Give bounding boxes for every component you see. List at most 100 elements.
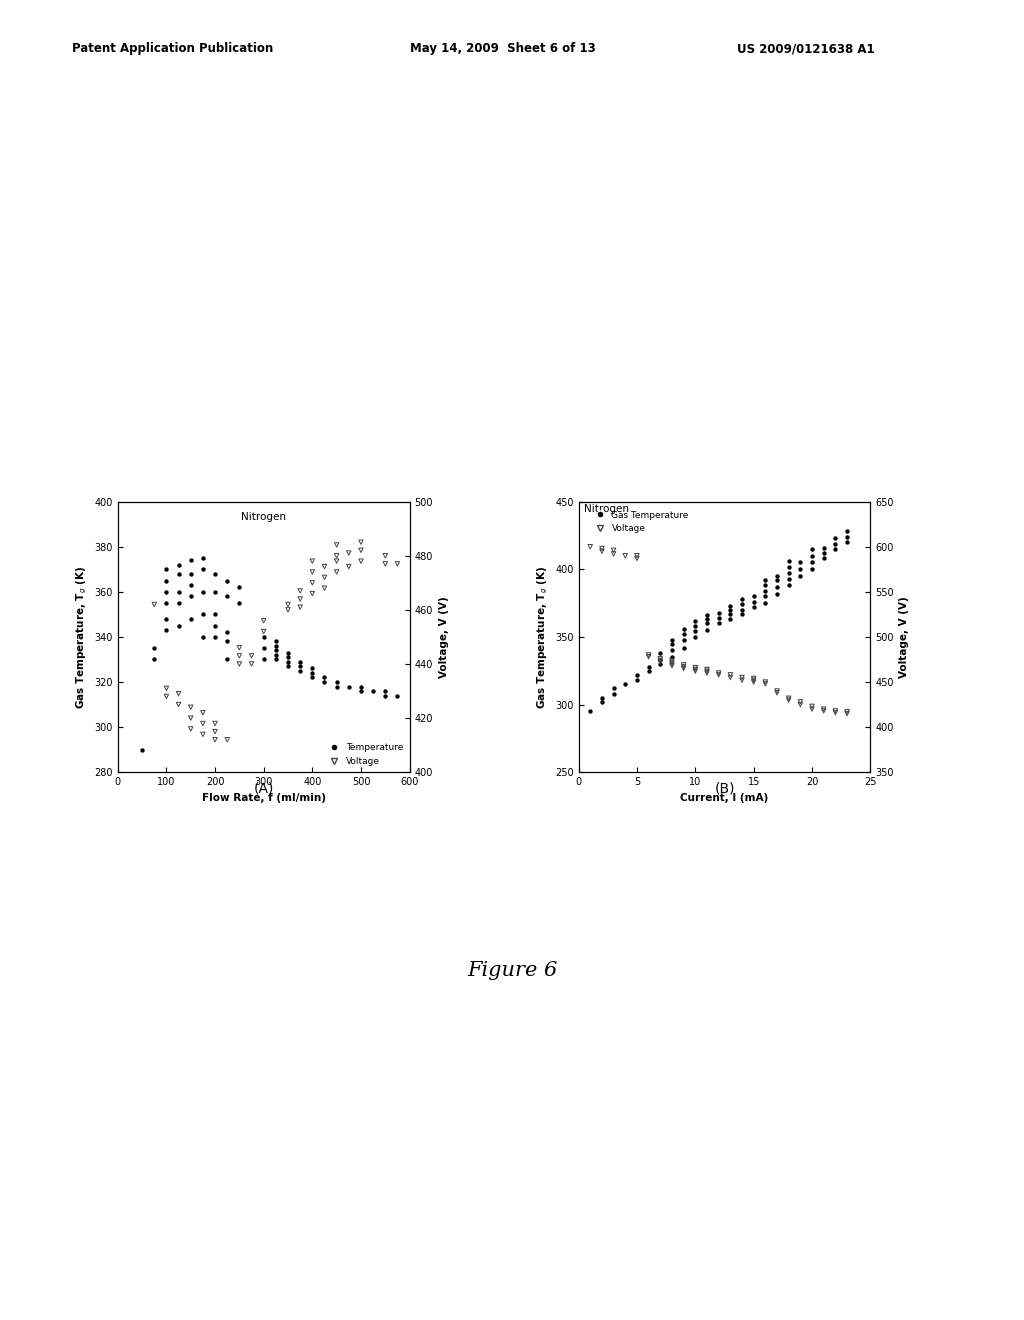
Point: [769, 682, 785, 704]
Point: [734, 667, 751, 688]
Point: [341, 543, 357, 564]
Point: [839, 527, 855, 548]
Point: [698, 659, 715, 680]
Point: [158, 609, 174, 630]
Point: [195, 702, 211, 723]
Point: [745, 669, 762, 690]
Point: [352, 681, 369, 702]
Point: [687, 620, 703, 642]
Point: [329, 672, 345, 693]
Point: [244, 653, 260, 675]
Point: [267, 631, 284, 652]
Point: [664, 647, 680, 668]
Point: [256, 620, 272, 642]
Point: [292, 656, 308, 677]
Point: [745, 668, 762, 689]
Point: [722, 603, 738, 624]
Point: [219, 729, 236, 750]
Point: [839, 521, 855, 543]
Point: [780, 568, 797, 589]
Point: [244, 645, 260, 667]
Point: [617, 673, 634, 694]
Point: [804, 696, 820, 717]
Point: [158, 558, 174, 579]
Point: [316, 667, 333, 688]
Y-axis label: Gas Temperature, T$_g$ (K): Gas Temperature, T$_g$ (K): [536, 565, 550, 709]
Point: [158, 593, 174, 614]
Point: [745, 597, 762, 618]
Point: [329, 676, 345, 697]
Point: [722, 609, 738, 630]
Point: [316, 672, 333, 693]
Point: [769, 681, 785, 702]
Point: [195, 558, 211, 579]
Point: [687, 657, 703, 678]
Point: [711, 602, 727, 623]
Point: [231, 577, 248, 598]
Point: [389, 685, 406, 706]
Point: [170, 564, 186, 585]
Point: [195, 603, 211, 624]
Point: [304, 663, 321, 684]
Point: [734, 594, 751, 615]
Point: [780, 550, 797, 572]
Point: [219, 622, 236, 643]
Point: [711, 607, 727, 628]
Point: [231, 638, 248, 659]
Point: [582, 701, 598, 722]
Point: [664, 655, 680, 676]
Point: [780, 689, 797, 710]
Point: [158, 581, 174, 602]
Point: [652, 653, 669, 675]
Point: [757, 576, 773, 597]
Point: [780, 576, 797, 597]
Point: [304, 550, 321, 572]
Point: [329, 561, 345, 582]
Point: [146, 649, 163, 671]
Point: [377, 681, 393, 702]
Point: [698, 660, 715, 681]
Point: [640, 656, 656, 677]
Point: [182, 609, 199, 630]
Point: [769, 569, 785, 590]
Text: (A): (A): [254, 781, 274, 796]
Point: [827, 701, 844, 722]
Point: [304, 573, 321, 594]
Point: [698, 663, 715, 684]
Point: [711, 664, 727, 685]
Point: [687, 615, 703, 636]
Point: [182, 697, 199, 718]
Point: [219, 649, 236, 671]
Point: [377, 553, 393, 574]
Point: [256, 610, 272, 631]
Point: [158, 677, 174, 698]
Point: [182, 564, 199, 585]
Point: [267, 644, 284, 665]
Point: [207, 729, 223, 750]
Point: [664, 649, 680, 671]
Point: [652, 652, 669, 673]
Point: [195, 626, 211, 647]
Point: [207, 626, 223, 647]
Point: [827, 702, 844, 723]
X-axis label: Current, I (mA): Current, I (mA): [680, 792, 769, 803]
Point: [827, 539, 844, 560]
Point: [207, 581, 223, 602]
Point: [757, 672, 773, 693]
Point: [219, 631, 236, 652]
Point: [365, 681, 381, 702]
Point: [698, 609, 715, 630]
Point: [676, 618, 692, 639]
Point: [698, 605, 715, 626]
Point: [711, 663, 727, 684]
Point: [292, 581, 308, 602]
Point: [377, 685, 393, 706]
Point: [170, 581, 186, 602]
Y-axis label: Voltage, V (V): Voltage, V (V): [438, 597, 449, 677]
Point: [170, 615, 186, 636]
Point: [769, 583, 785, 605]
Point: [605, 540, 622, 561]
Point: [170, 554, 186, 576]
Point: [280, 599, 296, 620]
Point: [745, 672, 762, 693]
